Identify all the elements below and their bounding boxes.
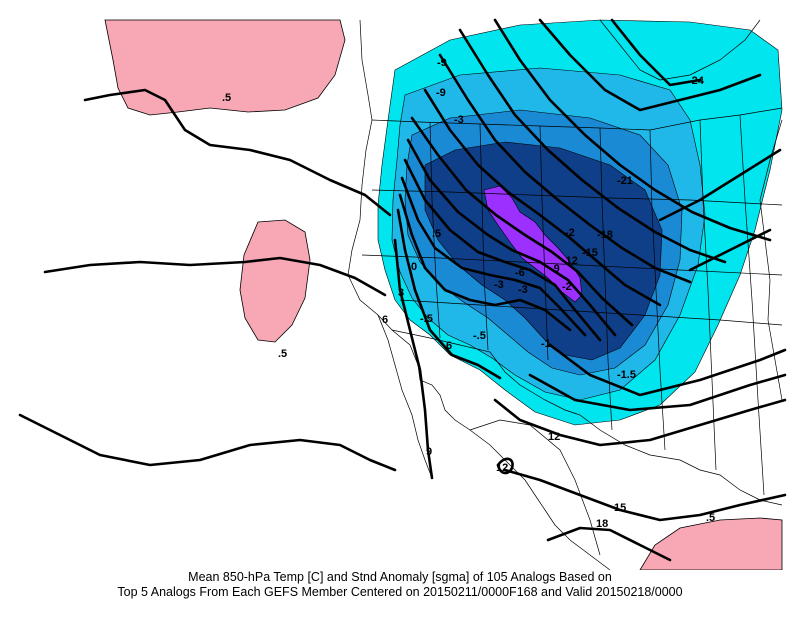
contour-neg21 [493, 18, 772, 242]
map-caption: Mean 850-hPa Temp [C] and Stnd Anomaly [… [0, 570, 800, 600]
state-row-3 [399, 299, 783, 326]
contour-neg3 [403, 158, 602, 342]
temp-label-neg6: -6 [515, 267, 525, 279]
state-line-5 [649, 129, 666, 451]
hudson-bay-coast [599, 19, 761, 81]
anomaly-label-neg05-b: -.5 [473, 330, 486, 342]
anomaly-label-group: .5 .5 .5 .5 -.5 -.5 -1 -1.5 -2 -2 -3 [222, 92, 715, 524]
anomaly-label-neg2-b: -2 [562, 281, 572, 293]
contour-neg18 [458, 28, 727, 264]
temp-label-6b: 6 [446, 340, 452, 352]
contour-west-2 [18, 413, 397, 472]
temp-label-neg9-c: -9 [550, 263, 560, 275]
state-row-2 [361, 254, 783, 276]
contour-neg9 [410, 116, 634, 327]
temp-label-18: 18 [596, 518, 608, 530]
contour-0 [400, 176, 587, 337]
contour-east-2 [688, 228, 772, 272]
state-line-2 [479, 123, 489, 351]
contour-neg6 [406, 138, 617, 337]
caption-line-2: Top 5 Analogs From Each GEFS Member Cent… [117, 585, 683, 599]
contour-15 [503, 468, 787, 522]
anomaly-label-pos-3: .5 [706, 512, 715, 524]
temp-label-neg24: -24 [688, 75, 705, 87]
anomaly-label-pos-1: .5 [222, 92, 231, 104]
contour-ne-1 [610, 18, 702, 87]
anomaly-label-neg3: -3 [454, 114, 464, 126]
temp-label-3: 3 [398, 287, 404, 299]
contour-neg24 [538, 18, 762, 112]
baja-california [377, 314, 433, 479]
temp-label-neg12: -12 [562, 255, 578, 267]
temp-label-12b: 12 [496, 462, 508, 474]
gulf-coast [579, 414, 783, 506]
contour-9 [393, 238, 434, 480]
temp-label-neg9-a: -9 [437, 57, 447, 69]
contour-0-5 [83, 88, 392, 217]
contour-neg15 [438, 53, 692, 284]
temp-label-0: 0 [411, 261, 417, 273]
temp-label-15: 15 [614, 502, 626, 514]
temp-label-neg3: -3 [518, 284, 528, 296]
mexico-interior [469, 419, 601, 556]
contour-east-1 [658, 148, 782, 222]
contour-3 [398, 193, 572, 332]
temp-label-6a: 6 [382, 314, 388, 326]
contour-12b [496, 457, 514, 475]
pink-area-atlantic [639, 517, 783, 570]
temp-label-12a: 12 [548, 431, 560, 443]
anomaly-label-neg15: -1.5 [617, 369, 636, 381]
anomaly-label-pos-2: .5 [278, 348, 287, 360]
pink-area-north-pacific [104, 19, 346, 116]
temp-label-neg9-b: -9 [436, 87, 446, 99]
contour-west-1 [43, 256, 387, 297]
temperature-contours [18, 18, 787, 562]
anomaly-label-pos-4: .5 [432, 228, 441, 240]
contour-12 [493, 398, 787, 447]
negative-anomaly-areas [377, 19, 783, 426]
contour-south-1 [548, 343, 787, 397]
state-line-1 [429, 121, 441, 339]
contour-neg12 [423, 88, 662, 307]
temp-label-neg3b: -3 [494, 279, 504, 291]
pink-area-pacific-west [239, 219, 311, 343]
state-row-1 [371, 189, 783, 206]
anomaly-label-neg05-a: -.5 [420, 313, 433, 325]
contour-18 [546, 526, 672, 562]
temp-label-neg15: -15 [582, 247, 598, 259]
anomaly-label-neg2-a: -2 [565, 227, 575, 239]
state-line-3 [539, 125, 549, 361]
temperature-label-group: -24 -21 -18 -15 -12 -9 -9 -9 -6 -3 0 3 6… [382, 57, 705, 530]
caption-line-1: Mean 850-hPa Temp [C] and Stnd Anomaly [… [188, 570, 612, 584]
temp-label-9: 9 [426, 446, 432, 458]
positive-anomaly-areas [104, 19, 783, 570]
weather-map: -24 -21 -18 -15 -12 -9 -9 -9 -6 -3 0 3 6… [18, 18, 787, 570]
temp-label-neg18: -18 [597, 229, 613, 241]
temp-label-neg21: -21 [617, 175, 633, 187]
anomaly-label-neg1: -1 [541, 338, 551, 350]
contour-south-2 [528, 373, 787, 412]
state-line-6 [699, 119, 717, 471]
contour-6 [396, 208, 502, 380]
